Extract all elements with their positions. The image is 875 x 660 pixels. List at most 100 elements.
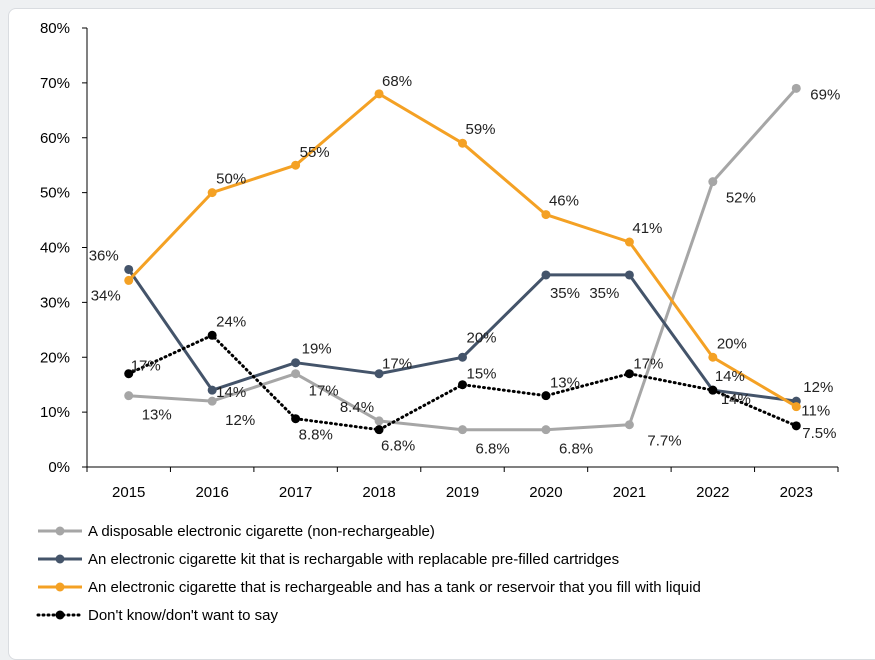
x-tick-label: 2019 xyxy=(446,484,479,501)
series-point xyxy=(291,414,301,424)
chart-legend: A disposable electronic cigarette (non-r… xyxy=(36,523,701,624)
chart-axes: 0% 10% 20% 30% 40% 50% 60% 70% 80% 2015 2016 2017 20… xyxy=(40,20,839,501)
line-chart: 0% 10% 20% 30% 40% 50% 60% 70% 80% 2015 2016 2017 20… xyxy=(36,20,841,624)
data-label: 12% xyxy=(803,379,833,396)
series-point xyxy=(124,391,134,401)
data-label: 69% xyxy=(810,86,840,103)
series-point xyxy=(207,396,217,406)
data-label: 50% xyxy=(216,171,246,188)
data-label: 59% xyxy=(466,121,496,138)
series-point xyxy=(458,425,467,435)
data-label: 17% xyxy=(131,358,161,375)
data-label: 20% xyxy=(717,335,747,352)
data-label: 36% xyxy=(89,247,119,264)
series-point xyxy=(374,89,384,99)
series-point xyxy=(708,385,718,395)
data-label: 6.8% xyxy=(559,441,593,458)
y-tick-label: 30% xyxy=(40,294,70,311)
data-label: 17% xyxy=(633,356,663,373)
series-point xyxy=(458,138,467,148)
data-label: 41% xyxy=(632,220,662,237)
data-label: 14% xyxy=(216,384,246,401)
data-label: 35% xyxy=(550,285,580,302)
y-tick-label: 70% xyxy=(40,75,70,92)
series-point xyxy=(708,352,718,362)
data-label: 13% xyxy=(550,375,580,392)
legend-marker xyxy=(55,554,65,564)
data-label: 46% xyxy=(549,193,579,210)
y-tick-label: 80% xyxy=(40,20,70,37)
data-label: 34% xyxy=(91,287,121,304)
legend-label: A disposable electronic cigarette (non-r… xyxy=(88,523,435,540)
series-point xyxy=(791,402,801,412)
y-tick-label: 10% xyxy=(40,404,70,421)
data-label: 13% xyxy=(142,407,172,424)
y-tick-label: 60% xyxy=(40,130,70,147)
x-tick-label: 2023 xyxy=(780,484,813,501)
series-point xyxy=(374,425,384,435)
series-point xyxy=(374,369,384,379)
data-label: 20% xyxy=(467,329,497,346)
series-point xyxy=(124,264,134,274)
data-label: 11% xyxy=(801,403,830,420)
series-point xyxy=(624,420,634,430)
data-label: 8.4% xyxy=(340,399,374,416)
x-tick-label: 2016 xyxy=(195,484,228,501)
legend-marker xyxy=(55,582,65,592)
data-label: 14% xyxy=(721,391,751,408)
series-point xyxy=(207,188,217,198)
series-point xyxy=(624,369,634,379)
series-point xyxy=(541,210,551,220)
series-point xyxy=(207,385,217,395)
data-label: 7.5% xyxy=(802,425,836,442)
data-label: 12% xyxy=(225,412,255,429)
x-tick-label: 2020 xyxy=(529,484,562,501)
series-point xyxy=(458,352,467,362)
x-tick-label: 2022 xyxy=(696,484,729,501)
y-tick-label: 0% xyxy=(48,459,70,476)
chart-series xyxy=(124,83,801,435)
y-tick-label: 50% xyxy=(40,185,70,202)
legend-label: Don't know/don't want to say xyxy=(88,607,278,624)
data-label: 6.8% xyxy=(476,441,510,458)
legend-label: An electronic cigarette that is recharge… xyxy=(88,579,701,596)
chart-card xyxy=(8,8,875,660)
series-point xyxy=(541,270,551,280)
series-point xyxy=(458,380,467,390)
legend-marker xyxy=(55,526,65,536)
data-label: 14% xyxy=(715,368,745,385)
legend-marker xyxy=(55,610,65,620)
series-point xyxy=(124,275,134,285)
data-label: 52% xyxy=(726,190,756,207)
series-point xyxy=(791,83,801,93)
series-point xyxy=(207,330,217,340)
series-point xyxy=(624,237,634,247)
series-point xyxy=(791,421,801,431)
series-point xyxy=(291,358,301,368)
series-point xyxy=(374,416,384,426)
series-point xyxy=(541,391,551,401)
series-point xyxy=(624,270,634,280)
data-label: 17% xyxy=(382,356,412,373)
x-tick-label: 2017 xyxy=(279,484,312,501)
data-label: 7.7% xyxy=(647,433,681,450)
series-point xyxy=(541,425,551,435)
x-tick-label: 2015 xyxy=(112,484,145,501)
data-label: 19% xyxy=(302,341,332,358)
data-label: 15% xyxy=(467,366,497,383)
x-tick-label: 2021 xyxy=(613,484,646,501)
data-label: 6.8% xyxy=(381,438,415,455)
x-tick-label: 2018 xyxy=(362,484,395,501)
y-tick-label: 20% xyxy=(40,349,70,366)
data-label: 68% xyxy=(382,73,412,90)
data-label: 24% xyxy=(216,313,246,330)
series-point xyxy=(291,160,301,170)
series-point xyxy=(124,369,134,379)
series-point xyxy=(291,369,301,379)
chart-data-labels: 13% 12% 17% 8.4% 6.8% 6.8% 7.7% 52% 69% 36% 14% 19%… xyxy=(89,73,841,458)
data-label: 35% xyxy=(589,285,619,302)
legend-label: An electronic cigarette kit that is rech… xyxy=(88,551,619,568)
series-point xyxy=(708,177,718,187)
data-label: 8.8% xyxy=(299,427,333,444)
y-tick-label: 40% xyxy=(40,240,70,257)
